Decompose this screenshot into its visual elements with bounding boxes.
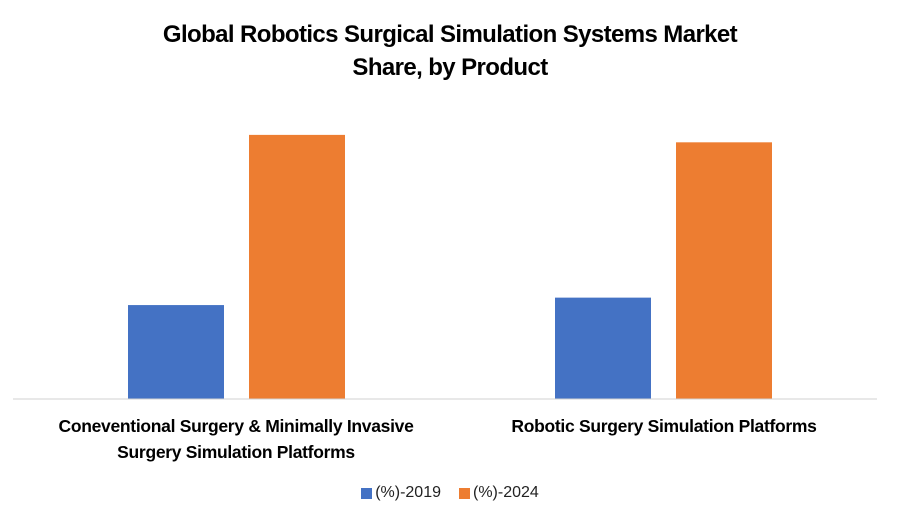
bar-2019-category-1 (128, 305, 224, 399)
legend-label-2019: (%)-2019 (375, 484, 441, 501)
legend-item-2024: (%)-2024 (459, 484, 539, 502)
chart-title-line-2: Share, by Product (352, 54, 548, 81)
legend-label-2024: (%)-2024 (473, 484, 539, 501)
bars-group (128, 134, 772, 399)
legend-swatch-2019 (361, 487, 373, 499)
bar-2024-category-1 (249, 134, 345, 399)
category-label-2: Robotic Surgery Simulation Platforms (448, 413, 880, 439)
category-label-2-line-1: Robotic Surgery Simulation Platforms (511, 416, 817, 436)
category-label-1-line-2: Surgery Simulation Platforms (117, 442, 355, 462)
category-label-1: Coneventional Surgery & Minimally Invasi… (20, 413, 452, 465)
chart-title: Global Robotics Surgical Simulation Syst… (0, 18, 900, 84)
legend-swatch-2024 (459, 487, 470, 499)
legend-item-2019: (%)-2019 (361, 484, 441, 502)
legend: (%)-2019 (%)-2024 (0, 484, 900, 502)
bar-2019-category-2 (555, 297, 651, 399)
bar-2024-category-2 (676, 142, 772, 399)
chart-title-line-1: Global Robotics Surgical Simulation Syst… (162, 21, 738, 48)
category-label-1-line-1: Coneventional Surgery & Minimally Invasi… (58, 416, 414, 436)
